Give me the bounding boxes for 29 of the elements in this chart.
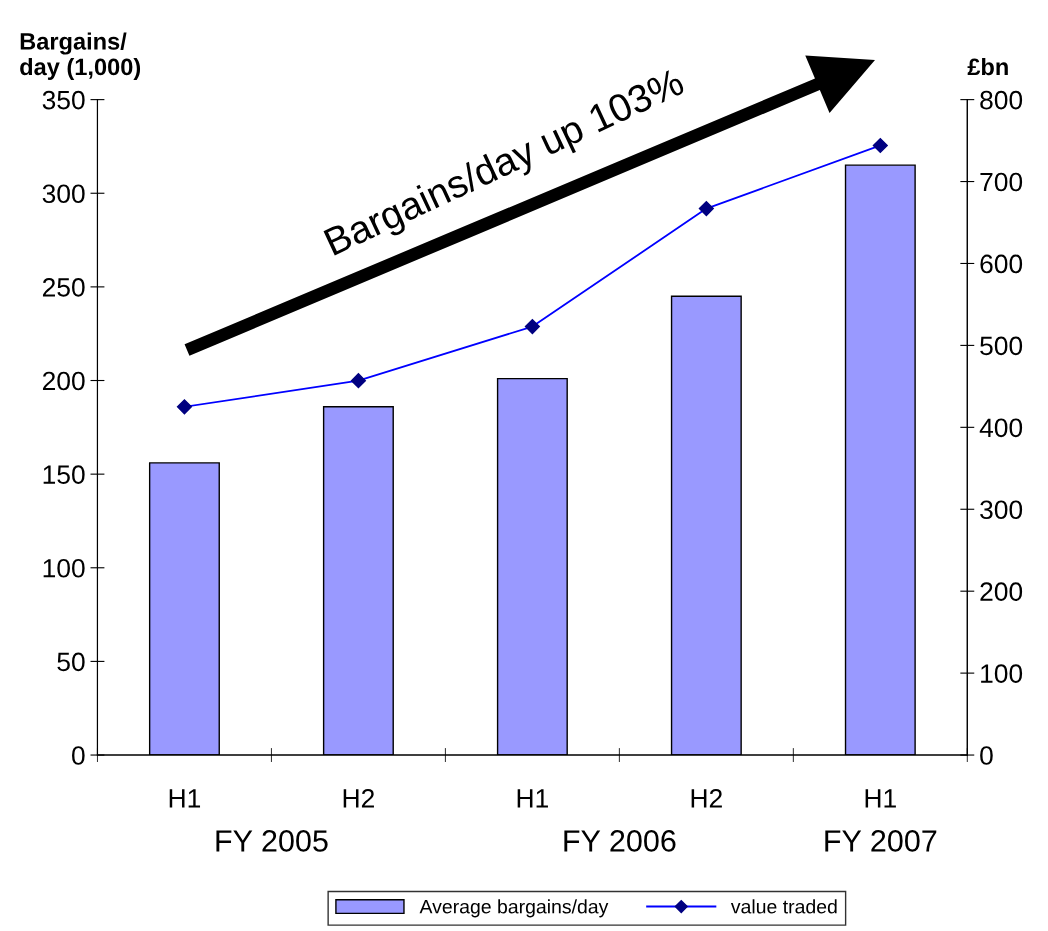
y-tick-label: 300 xyxy=(42,184,85,204)
y2-tick-label: 200 xyxy=(980,582,1023,602)
y2-tick-label: 100 xyxy=(981,664,1023,683)
y2-tick-label: 500 xyxy=(980,336,1023,356)
y-tick-label: 250 xyxy=(42,278,85,297)
y-tick-label: 350 xyxy=(42,90,85,110)
x-tick-label: H2 xyxy=(691,789,722,808)
y-axis-title: Bargains/ day (1,000) xyxy=(20,32,141,80)
y-tick-label: 50 xyxy=(57,652,85,672)
x-tick-label: H2 xyxy=(343,789,374,808)
y2-tick-label: 600 xyxy=(980,254,1023,274)
y2-tick-label: 700 xyxy=(980,172,1023,192)
y-tick-label: 150 xyxy=(43,465,85,484)
text: FY 2006 xyxy=(564,830,676,852)
legend-label: Average bargains/day xyxy=(419,899,609,918)
y2-axis-title: £bn xyxy=(967,57,1008,76)
y-tick-label: 200 xyxy=(42,371,85,391)
text: FY 2007 xyxy=(825,830,937,852)
y2-tick-label: 300 xyxy=(980,500,1023,520)
x-tick-label: H1 xyxy=(169,789,201,808)
y-tick-label: 0 xyxy=(72,746,85,765)
text: FY 2005 xyxy=(216,830,328,852)
x-tick-label: H1 xyxy=(865,789,896,808)
y-tick-label: 100 xyxy=(43,558,85,578)
x-tick-label: H1 xyxy=(517,789,548,808)
legend-label: value traded xyxy=(730,899,837,914)
y2-tick-label: 0 xyxy=(980,746,993,765)
y2-tick-label: 400 xyxy=(979,418,1023,438)
y2-tick-label: 800 xyxy=(980,90,1023,110)
